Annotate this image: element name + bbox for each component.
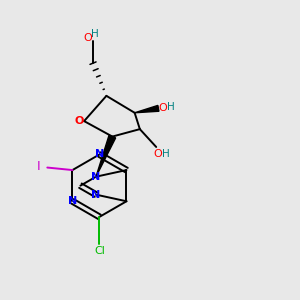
Text: N: N [95,149,104,160]
Polygon shape [96,135,116,177]
Text: N: N [92,172,100,182]
Text: O: O [83,33,92,43]
Text: O: O [158,103,167,113]
Text: N: N [92,190,100,200]
Text: H: H [167,102,175,112]
Text: H: H [162,148,170,158]
Text: O: O [153,148,162,158]
Text: Cl: Cl [94,246,105,256]
Polygon shape [135,105,159,113]
Text: I: I [37,160,41,172]
Text: H: H [91,29,98,39]
Text: N: N [68,196,77,206]
Text: O: O [74,116,83,126]
